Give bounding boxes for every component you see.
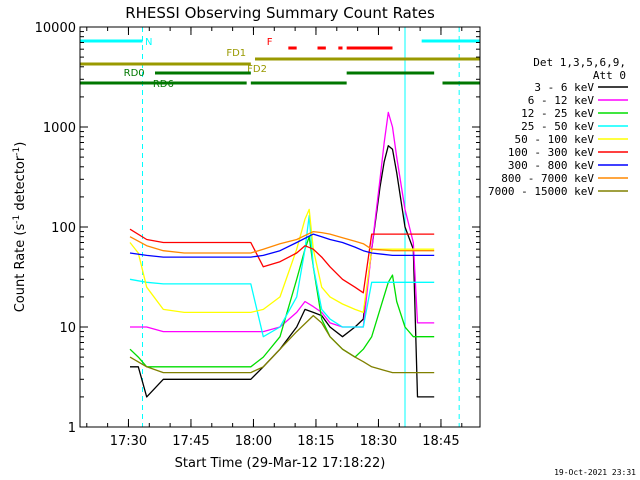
series-line-3 [129,214,435,338]
series-line-2 [129,236,435,368]
axes: 1 10 100 1000 10000 17:30 17:45 18:00 18:15 18:30… [35,21,480,449]
legend-entry-label-2: 12 - 25 keV [521,107,594,120]
legend-entry-label-0: 3 - 6 keV [534,81,594,94]
series-line-5 [129,228,435,294]
series-line-1 [130,111,435,333]
x-tick-label-2: 18:00 [235,434,272,449]
y-tick-label-1: 10 [59,321,76,336]
flag-label-f: F [267,37,273,48]
x-tick-label-5: 18:45 [422,434,459,449]
legend-entry-label-3: 25 - 50 keV [521,120,594,133]
flag-label-rd0: RD0 [124,68,145,79]
y-tick-label-3: 1000 [43,121,76,136]
x-tick-label-0: 17:30 [110,434,147,449]
y-axis-label: Count Rate (s-1 detector-1) [12,142,28,313]
flag-label-n: N [145,37,152,48]
y-label-sup-1: -1 [12,215,22,224]
flag-label-rd6: RD6 [153,79,174,90]
x-axis-label: Start Time (29-Mar-12 17:18:22) [175,456,386,471]
flag-label-fd1: FD1 [226,48,246,59]
legend-entry-label-6: 300 - 800 keV [508,159,594,172]
series-line-6 [129,233,435,258]
series-line-4 [129,208,435,314]
legend-entry-label-4: 50 - 100 keV [515,133,595,146]
y-label-sup-2: -1 [12,147,22,156]
x-tick-label-3: 18:15 [297,434,334,449]
legend-entry-label-8: 7000 - 15000 keV [488,185,594,198]
y-label-mid: detector [13,155,28,215]
legend-entry-label-7: 800 - 7000 keV [501,172,594,185]
y-label-end: ) [13,142,28,147]
legend-title-line-1: Att 0 [593,69,626,82]
y-tick-label-2: 100 [51,221,76,236]
legend-entry-label-1: 6 - 12 keV [528,94,595,107]
flag-label-fd2: FD2 [247,64,267,75]
x-tick-label-1: 17:45 [172,434,209,449]
series-line-8 [129,314,435,374]
series-line-0 [130,145,435,398]
footer-timestamp: 19-Oct-2021 23:31 [554,468,636,477]
x-tick-label-4: 18:30 [360,434,397,449]
y-tick-label-0: 1 [68,421,76,436]
y-label-main: Count Rate (s [13,224,28,313]
legend-entry-label-5: 100 - 300 keV [508,146,594,159]
series-line-7 [129,230,435,254]
legend-title-line-0: Det 1,3,5,6,9, [533,56,626,69]
y-tick-label-4: 10000 [35,21,76,36]
chart-title: RHESSI Observing Summary Count Rates [125,4,435,22]
